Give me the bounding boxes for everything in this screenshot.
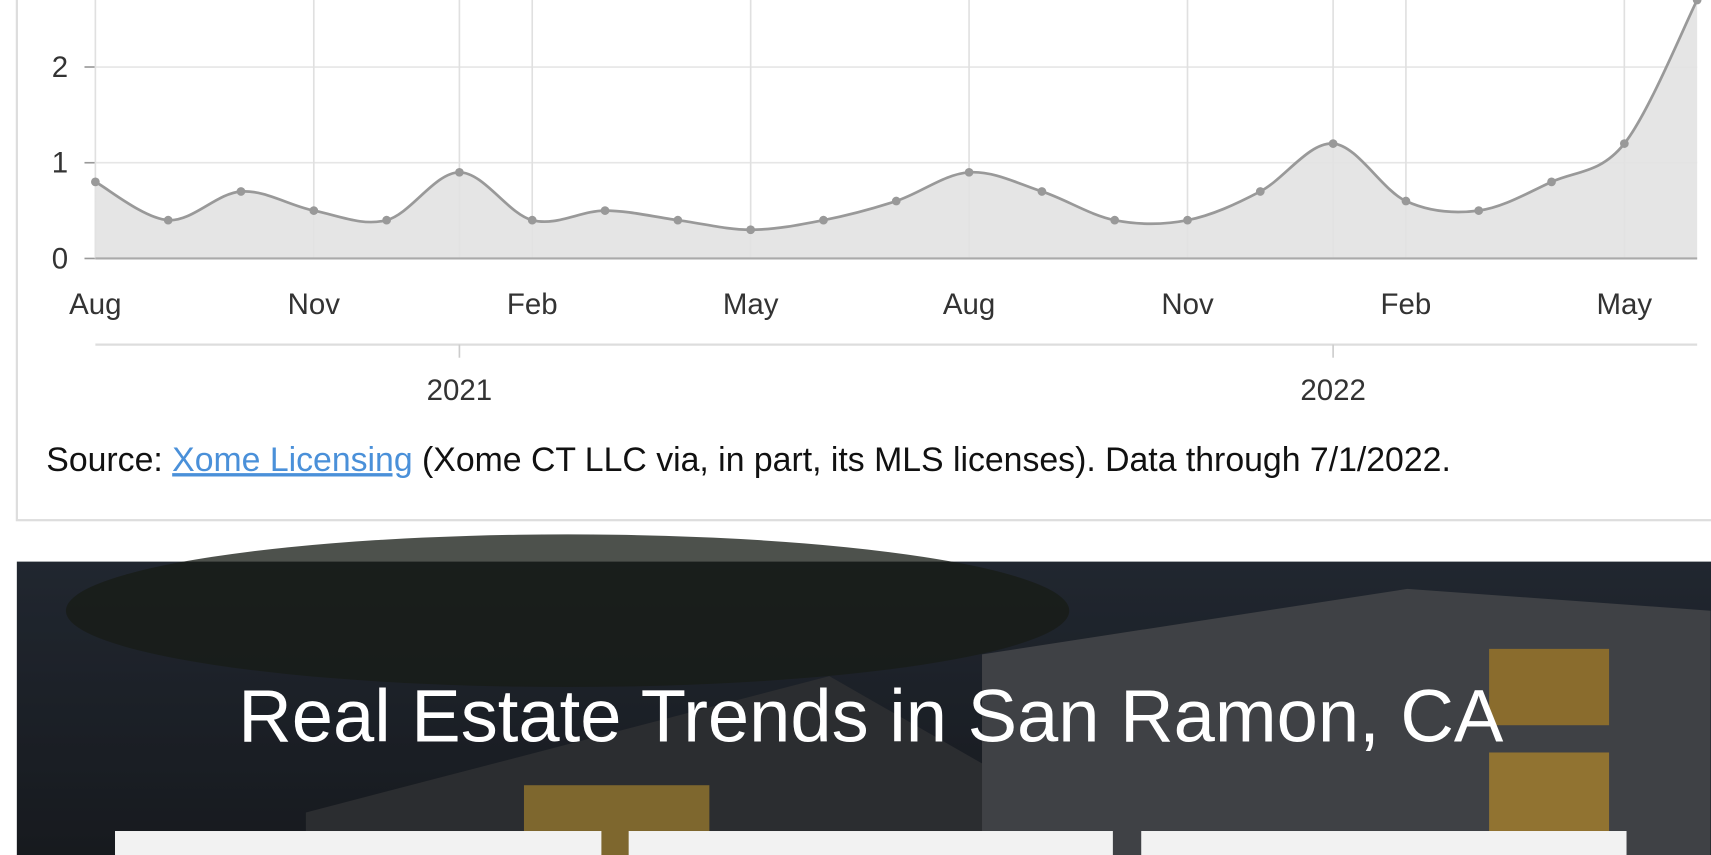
data-point — [601, 206, 610, 215]
data-point — [1474, 206, 1483, 215]
y-tick-label: 1 — [52, 147, 68, 180]
year-label: 2021 — [427, 374, 493, 407]
y-tick-label: 0 — [52, 242, 68, 275]
y-tick-label: 2 — [52, 51, 68, 84]
hero-title: Real Estate Trends in San Ramon, CA — [238, 675, 1504, 758]
data-point — [455, 168, 464, 177]
data-point — [1547, 178, 1556, 187]
source-suffix: (Xome CT LLC via, in part, its MLS licen… — [422, 441, 1451, 479]
data-point — [819, 216, 828, 225]
x-tick-label: May — [723, 288, 779, 321]
data-point — [382, 216, 391, 225]
data-point — [1110, 216, 1119, 225]
card[interactable] — [115, 831, 601, 855]
source-note: Source: Xome Licensing (Xome CT LLC via,… — [46, 441, 1451, 479]
screen: 0 1 2 Aug Nov Feb May Aug Nov Feb May 2021 2022 Sour… — [0, 0, 1711, 855]
x-tick-label: Aug — [943, 288, 995, 321]
data-point — [164, 216, 173, 225]
data-point — [309, 206, 318, 215]
page: {"chart_data": {"type": "area", "x": ["2… — [0, 0, 1711, 855]
data-point — [1402, 197, 1411, 206]
card[interactable] — [629, 831, 1113, 855]
data-point — [1329, 139, 1338, 148]
hero-section: Real Estate Trends in San Ramon, CA — [17, 534, 1711, 855]
data-point — [237, 187, 246, 196]
data-point — [1183, 216, 1192, 225]
data-point — [1038, 187, 1047, 196]
card[interactable] — [1141, 831, 1626, 855]
data-point — [965, 168, 974, 177]
data-point — [673, 216, 682, 225]
data-point — [892, 197, 901, 206]
data-point — [1620, 139, 1629, 148]
data-point — [746, 225, 755, 234]
x-tick-label: Aug — [69, 288, 121, 321]
x-tick-label: Feb — [507, 288, 558, 321]
x-tick-label: Nov — [1161, 288, 1214, 321]
data-point — [528, 216, 537, 225]
x-tick-label: Feb — [1381, 288, 1432, 321]
data-point — [1256, 187, 1265, 196]
x-tick-label: May — [1597, 288, 1653, 321]
data-point — [91, 178, 100, 187]
year-label: 2022 — [1300, 374, 1366, 407]
source-prefix: Source: — [46, 441, 162, 479]
source-link[interactable]: Xome Licensing — [172, 441, 412, 479]
x-tick-label: Nov — [288, 288, 341, 321]
